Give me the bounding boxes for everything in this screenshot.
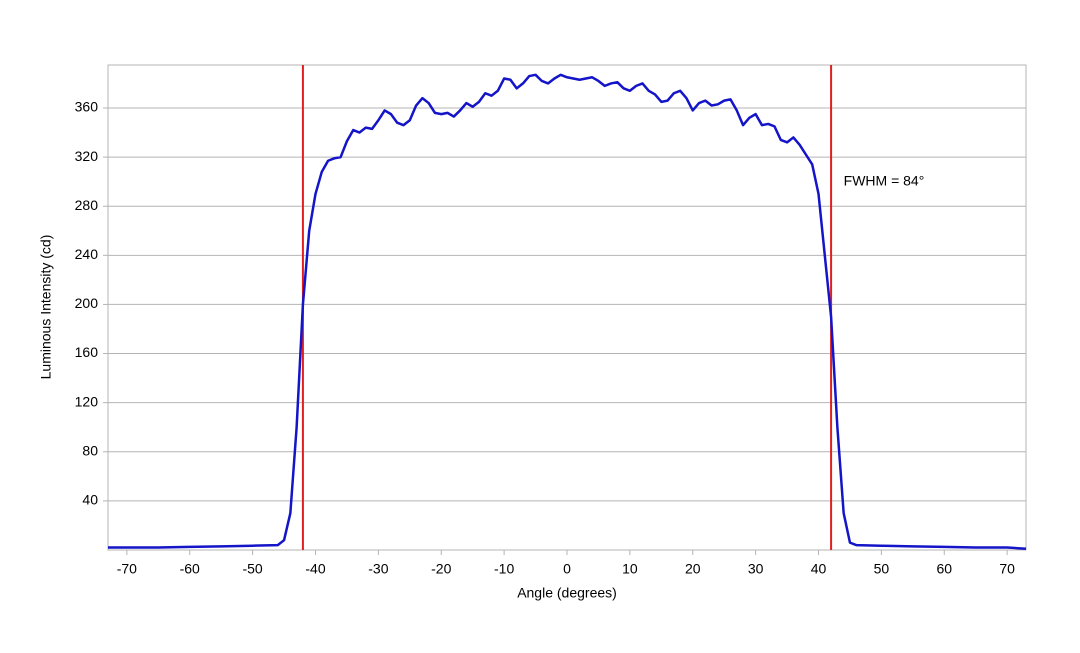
annotation: FWHM = 84°: [844, 172, 925, 188]
x-tick-label: -30: [368, 561, 388, 577]
x-tick-label: 40: [811, 561, 827, 577]
y-tick-label: 280: [75, 197, 99, 213]
y-tick-label: 40: [82, 492, 98, 508]
x-tick-label: 30: [748, 561, 764, 577]
x-tick-label: -60: [180, 561, 200, 577]
x-tick-label: -40: [305, 561, 325, 577]
y-tick-label: 320: [75, 148, 99, 164]
x-tick-label: 50: [874, 561, 890, 577]
x-axis-label: Angle (degrees): [517, 585, 617, 601]
y-axis-label: Luminous Intensity (cd): [38, 235, 54, 380]
x-tick-label: -20: [431, 561, 451, 577]
x-tick-label: 0: [563, 561, 571, 577]
y-tick-label: 80: [82, 442, 98, 458]
y-tick-label: 200: [75, 295, 99, 311]
y-tick-label: 160: [75, 344, 99, 360]
y-tick-label: 360: [75, 99, 99, 115]
y-tick-label: 240: [75, 246, 99, 262]
y-tick-label: 120: [75, 393, 99, 409]
x-tick-label: -50: [242, 561, 262, 577]
x-tick-label: 70: [999, 561, 1015, 577]
plot-frame: [107, 64, 1027, 551]
x-tick-label: 10: [622, 561, 638, 577]
x-tick-label: 20: [685, 561, 701, 577]
x-tick-label: -70: [117, 561, 137, 577]
data-line: [108, 73, 1027, 551]
x-tick-label: -10: [494, 561, 514, 577]
x-tick-label: 60: [936, 561, 952, 577]
